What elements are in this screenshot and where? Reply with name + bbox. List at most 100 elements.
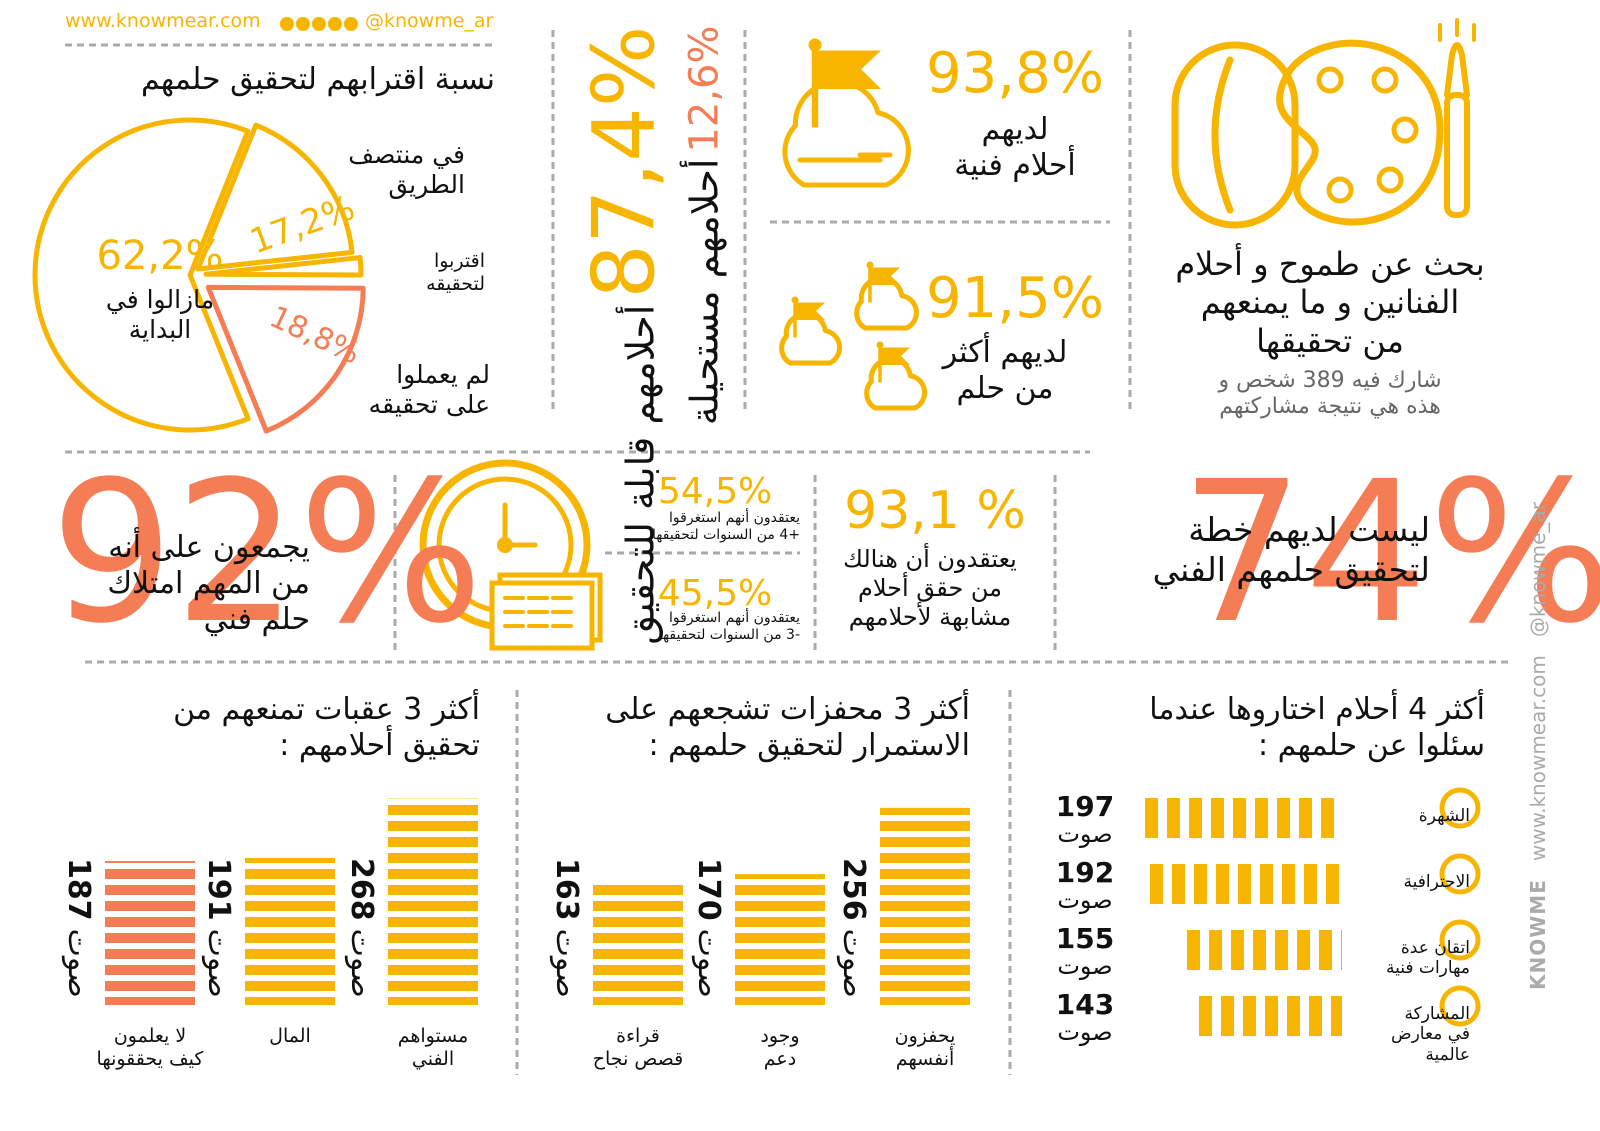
intro-title: بحث عن طموح و أحلام الفنانين و ما يمنعهم… <box>1175 245 1485 360</box>
pie-slice <box>205 284 366 434</box>
bar <box>593 879 683 1005</box>
bar-label: قراءة قصص نجاح <box>592 1025 684 1070</box>
intro-subtitle: شارك فيه 389 شخص و هذه هي نتيجة مشاركتهم <box>1218 368 1442 420</box>
dream-icon <box>1439 787 1481 829</box>
flag-knob <box>791 296 799 304</box>
stat-value: 54,5% <box>657 471 773 512</box>
bar-label: يحفزون أنفسهم <box>894 1025 956 1070</box>
cloud <box>782 79 911 188</box>
vote-count: 170 <box>691 858 726 921</box>
stat-value: 74% <box>1180 439 1600 666</box>
flag <box>815 50 881 89</box>
bar-label: المشاركة في معارض عالمية <box>1391 1004 1470 1065</box>
feasibility-line: 12,6% أحلامهم مستحيلة <box>658 25 753 425</box>
clock-icon <box>419 459 603 651</box>
dividers <box>65 30 1510 1075</box>
brand: KNOWME <box>1526 879 1550 990</box>
vote-unit: صوت <box>344 928 379 998</box>
vote-unit: صوت <box>61 928 96 998</box>
bar-label: وجود دعم <box>760 1025 800 1070</box>
stat-text: لديهم أحلام فنية <box>954 112 1076 183</box>
stat-text: يعتقدون أنهم استغرقوا -3 من السنوات لتحق… <box>658 610 800 643</box>
handle: @knowme_ar <box>1526 502 1550 638</box>
poll-title: أكثر 4 أحلام اختاروها عندما سئلوا عن حلم… <box>1149 692 1485 763</box>
vote-label: 191 صوت <box>198 858 238 1008</box>
cloud <box>854 275 919 331</box>
bar-label: مستواهم الفني <box>397 1025 469 1070</box>
stat-value: 92% <box>50 439 484 666</box>
dream-icon <box>1439 985 1481 1027</box>
bar <box>1145 798 1342 838</box>
bar <box>735 874 825 1005</box>
dream-icon <box>1439 919 1481 961</box>
bar-label: الشهرة <box>1418 806 1470 826</box>
slice-name: مازالوا في البداية <box>105 285 215 344</box>
vote-unit: صوت <box>1057 952 1113 980</box>
bar-label: لا يعلمون كيف يحققونها <box>96 1025 204 1070</box>
stat-text: لديهم أكثر من حلم <box>942 335 1068 406</box>
bar <box>1199 996 1342 1036</box>
stat-value: 93,8% <box>926 41 1104 106</box>
pie-slice <box>195 122 355 272</box>
feasibility-value: 12,6% <box>681 25 728 153</box>
handle: @knowme_ar <box>365 10 494 32</box>
stat-text: ليست لديهم خطة لتحقيق حلمهم الفني <box>1152 510 1430 589</box>
stat-value: 45,5% <box>657 573 773 614</box>
vote-count: 192 <box>1055 856 1115 889</box>
website: www.knowmear.com <box>1526 655 1550 862</box>
poll-title: أكثر 3 محفزات تشجعهم على الاستمرار لتحقي… <box>605 692 970 763</box>
flag-knob <box>866 261 874 269</box>
vote-label: 268 صوت <box>341 858 381 1008</box>
slice-label: 62,2% <box>96 233 224 279</box>
vote-unit: صوت <box>1057 1018 1113 1046</box>
vote-unit: صوت <box>836 928 871 998</box>
poll-title: أكثر 3 عقبات تمنعهم من تحقيق أحلامهم : <box>173 692 480 763</box>
cloud <box>779 311 843 366</box>
flag-icons <box>779 38 928 411</box>
vote-count: 197 <box>1055 790 1115 823</box>
vote-unit: صوت <box>549 928 584 998</box>
bar <box>1187 930 1342 970</box>
pie-title: نسبة اقترابهم لتحقيق حلمهم <box>140 62 495 97</box>
bar <box>105 861 195 1005</box>
flag-knob <box>808 38 822 52</box>
vote-unit: صوت <box>1057 886 1113 914</box>
dream-icon <box>1439 853 1481 895</box>
flag-knob <box>876 341 884 349</box>
pie-slice <box>203 255 364 278</box>
vote-unit: صوت <box>1057 820 1113 848</box>
social-icons <box>280 17 358 31</box>
bar <box>245 857 335 1005</box>
vote-count: 143 <box>1055 988 1115 1021</box>
vote-count: 191 <box>201 858 236 921</box>
bar-label: الاحترافية <box>1403 872 1470 892</box>
vote-count: 155 <box>1055 922 1115 955</box>
vote-count: 268 <box>344 858 379 921</box>
slice-name: في منتصف الطريق <box>348 140 465 199</box>
stat-value: 91,5% <box>926 266 1104 331</box>
stat-text: يجمعون على أنه من المهم امتلاك حلم فني <box>107 530 310 637</box>
website: www.knowmear.com <box>65 10 261 32</box>
slice-name: لم يعملوا على تحقيقه <box>368 360 490 419</box>
vote-label: 170 صوت <box>688 858 728 1008</box>
feasibility-text: أحلامهم مستحيلة <box>682 158 727 425</box>
vote-unit: صوت <box>691 928 726 998</box>
vote-label: 163 صوت <box>546 858 586 1008</box>
slice-name: اقتربوا لتحقيقه <box>426 250 485 295</box>
vote-label: 187 صوت <box>58 858 98 1008</box>
vote-count: 187 <box>61 858 96 921</box>
vote-unit: صوت <box>201 928 236 998</box>
stat-text: يعتقدون أن هنالك من حقق أحلام مشابهة لأح… <box>843 545 1017 631</box>
cloud <box>864 356 928 411</box>
sidebar: KNOWME www.knowmear.com @knowme_ar <box>1518 290 1558 990</box>
bar <box>388 798 478 1005</box>
stat-value: 93,1 % <box>844 481 1026 541</box>
bar-label: اتقان عدة مهارات فنية <box>1386 938 1470 979</box>
vote-count: 256 <box>836 858 871 921</box>
bar <box>880 807 970 1005</box>
bar-label: المال <box>269 1025 311 1047</box>
vote-label: 256 صوت <box>833 858 873 1008</box>
vote-count: 163 <box>549 858 584 921</box>
